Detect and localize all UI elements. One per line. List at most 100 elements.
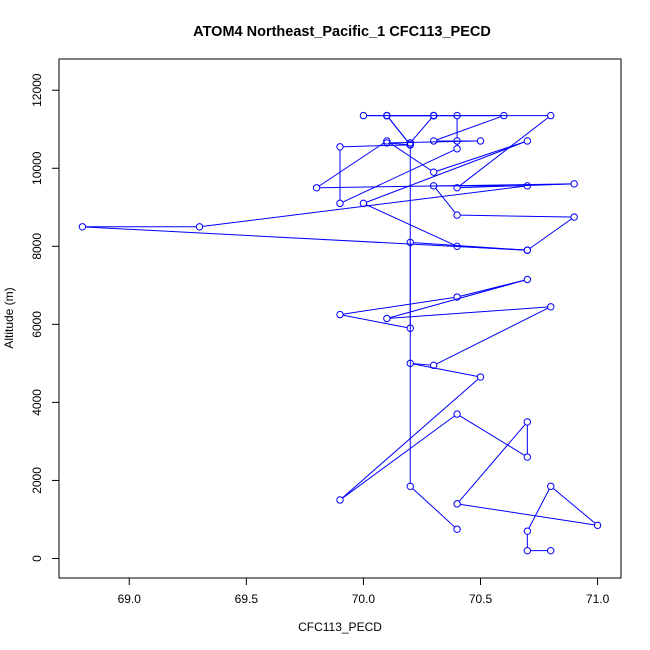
y-tick-label: 2000 xyxy=(30,467,44,494)
data-point xyxy=(500,111,508,120)
x-axis-label: CFC113_PECD xyxy=(298,620,382,634)
y-tick-label: 8000 xyxy=(30,233,44,260)
data-point xyxy=(195,223,204,231)
data-point xyxy=(312,184,321,192)
data-point xyxy=(383,111,391,120)
x-tick-label: 70.5 xyxy=(469,592,493,606)
y-axis-label: Altitude (m) xyxy=(2,287,16,348)
plot-area xyxy=(78,111,602,555)
data-point xyxy=(406,324,414,332)
series-line-segment xyxy=(459,415,525,456)
data-point xyxy=(406,359,414,368)
series-line-segment xyxy=(413,363,431,366)
series-line-segment xyxy=(342,415,455,499)
data-point xyxy=(523,453,532,461)
data-point xyxy=(453,525,461,533)
data-point xyxy=(453,137,461,145)
data-point xyxy=(406,482,414,490)
data-point xyxy=(429,361,438,370)
series-line-segment xyxy=(435,188,456,213)
series-line-segment xyxy=(388,117,409,143)
data-point xyxy=(453,242,461,251)
data-point xyxy=(547,546,555,555)
data-point xyxy=(547,482,555,490)
series-line-segment xyxy=(460,214,571,218)
data-point xyxy=(336,496,344,504)
series-line-segment xyxy=(342,149,455,203)
series-line-segment xyxy=(460,503,595,526)
data-point xyxy=(429,182,438,190)
data-point xyxy=(547,303,555,311)
data-point xyxy=(523,546,532,555)
data-point xyxy=(453,293,461,301)
data-point xyxy=(383,139,391,147)
y-tick-label: 12000 xyxy=(30,73,44,107)
data-point xyxy=(406,238,414,247)
data-point xyxy=(78,223,87,231)
x-axis: 69.0 69.5 70.0 70.5 71.0 xyxy=(118,577,610,606)
data-point xyxy=(476,373,485,381)
data-point xyxy=(336,143,344,151)
data-point xyxy=(406,139,414,147)
y-tick-label: 4000 xyxy=(30,389,44,416)
data-point xyxy=(383,314,391,323)
data-point xyxy=(547,111,555,120)
data-point xyxy=(523,137,532,145)
series-line-segment xyxy=(413,363,478,377)
series-line-segment xyxy=(389,279,525,319)
data-point xyxy=(570,180,578,188)
x-tick-label: 69.5 xyxy=(235,592,259,606)
series-line-segment xyxy=(460,279,525,297)
data-point xyxy=(453,111,461,120)
series-line-segment xyxy=(529,218,572,249)
series-line-segment xyxy=(318,142,385,187)
data-point xyxy=(523,527,532,535)
series-line-segment xyxy=(389,306,548,319)
series-line-segment xyxy=(436,307,549,365)
data-point xyxy=(523,275,532,284)
data-point xyxy=(453,410,461,418)
series-line-segment xyxy=(460,183,571,189)
data-point xyxy=(429,168,438,176)
series-line-segment xyxy=(389,142,408,146)
series-line-segment xyxy=(319,183,571,189)
y-tick-label: 0 xyxy=(30,555,44,562)
data-point xyxy=(523,182,532,190)
data-point xyxy=(359,199,368,208)
data-point xyxy=(336,310,344,319)
series-line-segment xyxy=(343,314,408,329)
series-line-segment xyxy=(343,144,408,148)
series-line-segment xyxy=(436,116,502,141)
data-point xyxy=(523,418,532,426)
y-axis: 0 2000 4000 6000 8000 10000 12000 xyxy=(30,73,60,562)
series-line-segment xyxy=(85,226,525,251)
data-point xyxy=(453,184,461,192)
data-point xyxy=(429,111,438,120)
series-line-segment xyxy=(412,488,456,528)
data-point xyxy=(383,137,391,145)
chart-title: ATOM4 Northeast_Pacific_1 CFC113_PECD xyxy=(193,24,491,40)
series-line-segment xyxy=(366,141,525,203)
series-line-segment xyxy=(343,297,454,315)
data-point xyxy=(429,137,438,145)
data-point xyxy=(453,145,461,153)
series-line-segment xyxy=(411,117,432,141)
series-line-segment xyxy=(460,245,525,251)
data-point xyxy=(453,211,461,219)
data-point xyxy=(523,246,532,254)
series-line-segment xyxy=(459,117,549,187)
data-point xyxy=(570,213,578,221)
y-tick-label: 6000 xyxy=(30,311,44,338)
series-line-segment xyxy=(458,424,526,502)
series-line-segment xyxy=(552,487,596,524)
x-tick-label: 69.0 xyxy=(118,592,142,606)
series-line-segment xyxy=(528,488,550,529)
data-point xyxy=(336,199,344,208)
data-point xyxy=(453,500,461,508)
data-point xyxy=(593,521,602,530)
data-point xyxy=(476,137,485,145)
x-tick-label: 71.0 xyxy=(586,592,610,606)
data-point xyxy=(406,141,414,149)
x-tick-label: 70.0 xyxy=(352,592,376,606)
